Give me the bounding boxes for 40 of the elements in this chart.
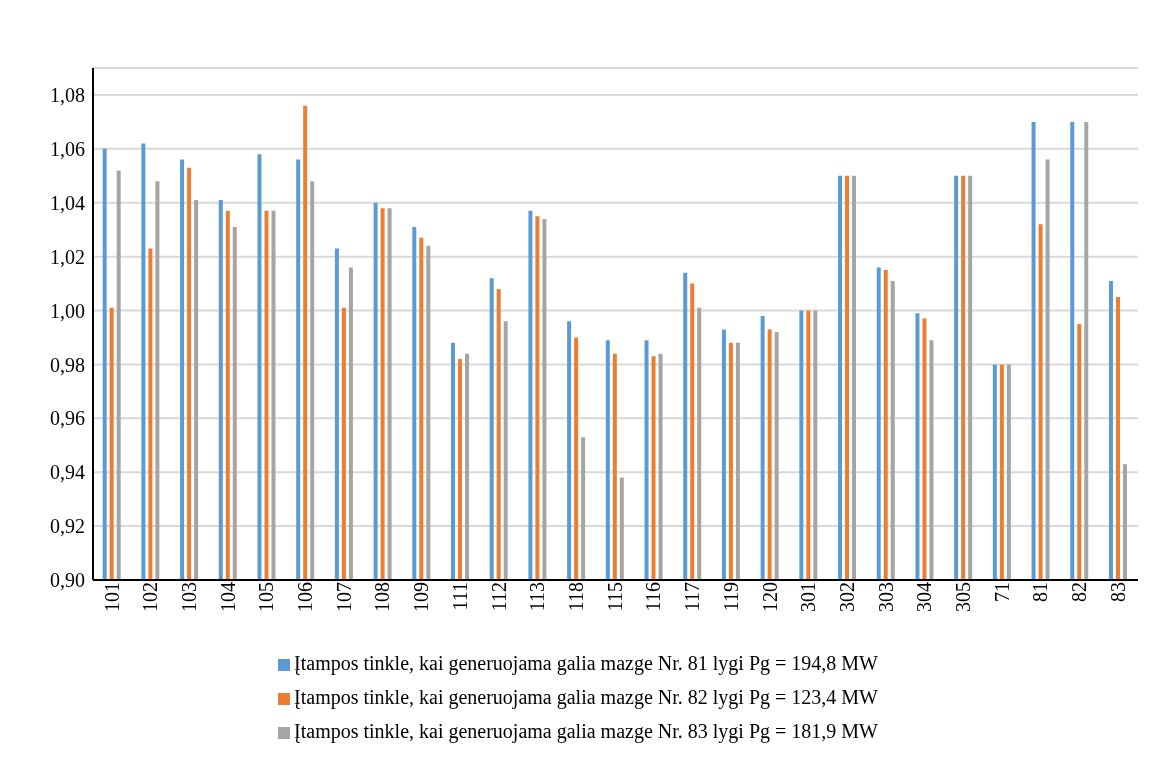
x-tick-label: 82: [1068, 582, 1091, 602]
y-tick-label: 0,94: [50, 461, 85, 484]
y-tick-label: 1,06: [50, 137, 85, 160]
x-tick-label: 111: [448, 582, 471, 611]
x-tick-label: 115: [603, 582, 626, 612]
legend-label: Įtampos tinkle, kai generuojama galia mazge Nr. 83 lygi Pg = 181,9 MW: [294, 720, 878, 742]
x-tick-label: 108: [371, 582, 394, 612]
x-tick-label: 103: [177, 582, 200, 612]
x-tick-label: 107: [332, 582, 355, 612]
x-tick-label: 81: [1029, 582, 1052, 602]
x-tick-label: 109: [410, 582, 433, 612]
y-tick-label: 0,96: [50, 407, 85, 430]
x-tick-label: 117: [681, 582, 704, 612]
x-tick-label: 120: [758, 582, 781, 612]
y-tick-label: 1,08: [50, 84, 85, 107]
x-tick-label: 119: [719, 582, 742, 612]
x-tick-label: 101: [100, 582, 123, 612]
y-tick-label: 0,90: [50, 569, 85, 592]
y-tick-label: 0,98: [50, 353, 85, 376]
x-tick-label: 301: [797, 582, 820, 612]
x-tick-label: 104: [216, 582, 239, 612]
x-tick-label: 106: [294, 582, 317, 612]
x-tick-label: 305: [952, 582, 975, 612]
x-tick-label: 116: [642, 582, 665, 612]
x-tick-label: 118: [565, 582, 587, 612]
x-tick-label: 112: [487, 582, 510, 612]
x-tick-label: 304: [913, 582, 936, 612]
x-tick-label: 105: [255, 582, 278, 612]
y-tick-label: 1,04: [50, 191, 85, 214]
y-tick-label: 1,02: [50, 245, 85, 268]
legend-label: Įtampos tinkle, kai generuojama galia mazge Nr. 81 lygi Pg = 194,8 MW: [294, 652, 878, 674]
x-tick-label: 303: [874, 582, 897, 612]
y-tick-label: 1,00: [50, 299, 85, 322]
y-tick-label: 0,92: [50, 515, 85, 538]
legend-label: Įtampos tinkle, kai generuojama galia mazge Nr. 82 lygi Pg = 123,4 MW: [294, 686, 878, 708]
x-tick-label: 113: [526, 582, 549, 612]
x-tick-label: 83: [1106, 582, 1129, 602]
x-tick-label: 302: [835, 582, 858, 612]
x-tick-label: 71: [990, 582, 1013, 602]
x-tick-label: 102: [139, 582, 162, 612]
